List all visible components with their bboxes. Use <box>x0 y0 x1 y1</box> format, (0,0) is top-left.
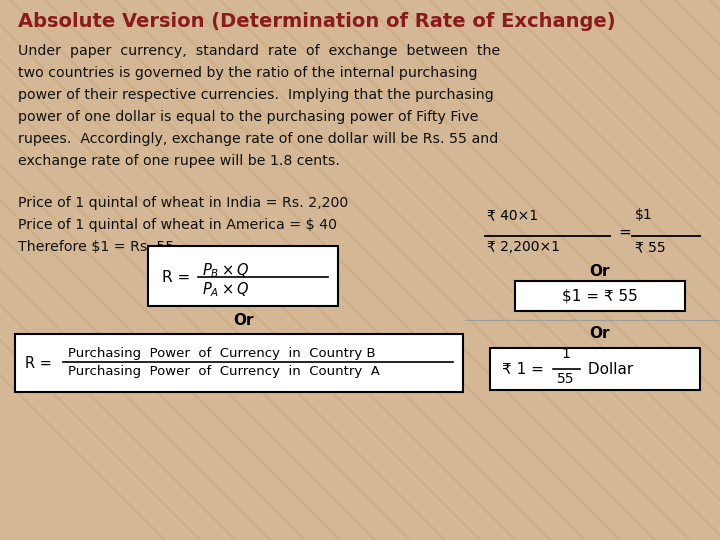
Text: $P_A \times Q$: $P_A \times Q$ <box>202 280 249 299</box>
FancyBboxPatch shape <box>148 246 338 306</box>
Text: $P_B \times Q$: $P_B \times Q$ <box>202 261 249 280</box>
Text: ₹ 2,200×1: ₹ 2,200×1 <box>487 240 560 254</box>
Text: R =: R = <box>162 271 195 286</box>
Text: Under  paper  currency,  standard  rate  of  exchange  between  the: Under paper currency, standard rate of e… <box>18 44 500 58</box>
Text: 55: 55 <box>557 372 575 386</box>
FancyBboxPatch shape <box>515 281 685 311</box>
Text: Price of 1 quintal of wheat in America = $ 40: Price of 1 quintal of wheat in America =… <box>18 218 337 232</box>
Text: ₹ 40×1: ₹ 40×1 <box>487 208 538 222</box>
FancyBboxPatch shape <box>15 334 463 392</box>
Text: power of one dollar is equal to the purchasing power of Fifty Five: power of one dollar is equal to the purc… <box>18 110 479 124</box>
Text: Or: Or <box>233 313 253 328</box>
Text: two countries is governed by the ratio of the internal purchasing: two countries is governed by the ratio o… <box>18 66 477 80</box>
Text: ₹ 1 =: ₹ 1 = <box>502 361 549 376</box>
Text: rupees.  Accordingly, exchange rate of one dollar will be Rs. 55 and: rupees. Accordingly, exchange rate of on… <box>18 132 498 146</box>
Text: Or: Or <box>590 326 611 341</box>
FancyBboxPatch shape <box>490 348 700 390</box>
Text: exchange rate of one rupee will be 1.8 cents.: exchange rate of one rupee will be 1.8 c… <box>18 154 340 168</box>
Text: ₹ 55: ₹ 55 <box>635 240 665 254</box>
Text: =: = <box>618 225 631 240</box>
Text: $1 = ₹ 55: $1 = ₹ 55 <box>562 288 638 303</box>
Text: Price of 1 quintal of wheat in India = Rs. 2,200: Price of 1 quintal of wheat in India = R… <box>18 196 348 210</box>
Text: Absolute Version (Determination of Rate of Exchange): Absolute Version (Determination of Rate … <box>18 12 616 31</box>
Text: 1: 1 <box>562 347 570 361</box>
Text: Therefore $1 = Rs. 55: Therefore $1 = Rs. 55 <box>18 240 174 254</box>
Text: Or: Or <box>590 264 611 279</box>
Text: Dollar: Dollar <box>583 361 634 376</box>
Text: R =: R = <box>25 355 56 370</box>
Text: power of their respective currencies.  Implying that the purchasing: power of their respective currencies. Im… <box>18 88 494 102</box>
Text: Purchasing  Power  of  Currency  in  Country B: Purchasing Power of Currency in Country … <box>68 347 376 360</box>
Text: $1: $1 <box>635 208 653 222</box>
Text: Purchasing  Power  of  Currency  in  Country  A: Purchasing Power of Currency in Country … <box>68 365 380 378</box>
